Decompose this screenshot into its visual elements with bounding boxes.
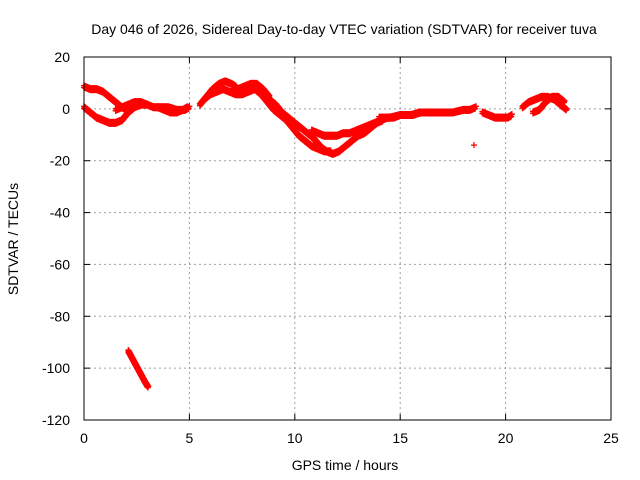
y-tick-label: -120 xyxy=(42,412,70,428)
data-point xyxy=(473,103,480,110)
x-tick-label: 5 xyxy=(186,430,194,446)
x-tick-labels: 0 5 10 15 20 25 xyxy=(80,430,619,446)
series-outlier xyxy=(470,142,477,149)
x-tick-label: 20 xyxy=(498,430,514,446)
data-point xyxy=(145,383,152,390)
plot-frame xyxy=(83,56,612,421)
data-point xyxy=(470,142,477,149)
x-axis-title: GPS time / hours xyxy=(292,457,399,473)
y-tick-label: -60 xyxy=(50,256,70,272)
series-arc-n xyxy=(125,346,152,391)
series-arc-b xyxy=(81,100,151,127)
y-tick-label: -20 xyxy=(50,153,70,169)
y-tick-label: -100 xyxy=(42,360,70,376)
y-tick-label: 0 xyxy=(62,101,70,117)
y-tick-label: -80 xyxy=(50,308,70,324)
chart-title: Day 046 of 2026, Sidereal Day-to-day VTE… xyxy=(91,21,597,37)
data-point xyxy=(508,111,515,118)
x-tick-label: 0 xyxy=(80,430,88,446)
data-point xyxy=(184,103,191,110)
y-tick-label: 20 xyxy=(54,49,70,65)
y-tick-label: -40 xyxy=(50,205,70,221)
x-tick-label: 15 xyxy=(392,430,408,446)
series-arc-m xyxy=(530,92,568,117)
series-arc-g xyxy=(228,79,273,101)
x-tick-label: 25 xyxy=(603,430,619,446)
series-arc-k xyxy=(479,108,515,122)
data-point xyxy=(561,98,568,105)
y-axis-title: SDTVAR / TECUs xyxy=(5,183,21,295)
series-arc-d xyxy=(154,103,191,117)
series-arc-j xyxy=(376,103,480,122)
data-points xyxy=(81,77,570,391)
data-point xyxy=(563,105,570,112)
y-tick-labels: 20 0 -20 -40 -60 -80 -100 -120 xyxy=(42,49,70,428)
x-tick-label: 10 xyxy=(287,430,303,446)
